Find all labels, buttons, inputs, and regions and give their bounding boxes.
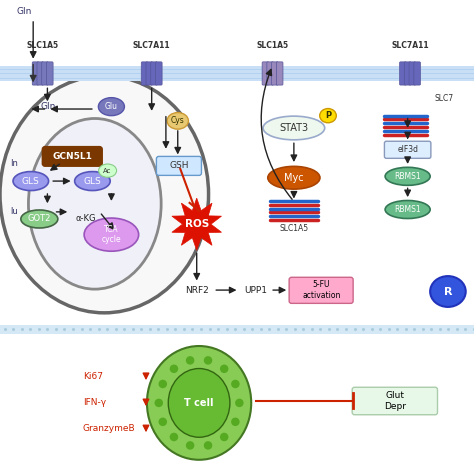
Text: Glut
Depr: Glut Depr: [384, 392, 406, 410]
Text: SLC1A5: SLC1A5: [279, 224, 309, 233]
Ellipse shape: [268, 166, 320, 189]
Polygon shape: [172, 198, 221, 250]
Text: α-KG: α-KG: [75, 215, 96, 223]
Ellipse shape: [21, 210, 58, 228]
Text: GOT2: GOT2: [27, 215, 51, 223]
FancyBboxPatch shape: [384, 141, 431, 158]
FancyBboxPatch shape: [404, 62, 411, 85]
FancyBboxPatch shape: [0, 325, 474, 334]
Ellipse shape: [167, 113, 188, 129]
Ellipse shape: [0, 76, 209, 313]
Text: In: In: [10, 159, 18, 168]
FancyBboxPatch shape: [409, 62, 416, 85]
FancyBboxPatch shape: [272, 62, 278, 85]
Text: GranzymeB: GranzymeB: [83, 425, 136, 433]
Ellipse shape: [28, 118, 161, 289]
Text: lu: lu: [10, 208, 18, 216]
FancyBboxPatch shape: [414, 62, 420, 85]
Text: GSH: GSH: [169, 162, 189, 170]
Text: IFN-γ: IFN-γ: [83, 399, 106, 407]
Text: ROS: ROS: [184, 219, 209, 229]
FancyBboxPatch shape: [141, 62, 148, 85]
FancyBboxPatch shape: [146, 62, 153, 85]
Text: Ac: Ac: [103, 168, 112, 173]
FancyBboxPatch shape: [32, 62, 39, 85]
FancyBboxPatch shape: [0, 66, 474, 81]
FancyBboxPatch shape: [155, 62, 162, 85]
Text: Myc: Myc: [284, 173, 304, 183]
FancyBboxPatch shape: [43, 147, 102, 166]
Text: 5-FU
activation: 5-FU activation: [302, 281, 340, 300]
Text: GCN5L1: GCN5L1: [53, 152, 92, 161]
Text: Cys: Cys: [171, 117, 185, 125]
Text: GLS: GLS: [22, 177, 40, 185]
Text: Gln: Gln: [40, 102, 55, 111]
Ellipse shape: [220, 365, 228, 373]
Text: RBMS1: RBMS1: [394, 205, 421, 214]
Ellipse shape: [168, 369, 230, 437]
FancyBboxPatch shape: [42, 62, 48, 85]
Ellipse shape: [13, 172, 49, 191]
Text: P: P: [325, 111, 331, 120]
FancyBboxPatch shape: [37, 62, 44, 85]
Text: R: R: [444, 286, 452, 297]
Text: TCA
cycle: TCA cycle: [101, 225, 121, 244]
Ellipse shape: [204, 441, 212, 450]
Text: Gln: Gln: [16, 8, 31, 16]
Ellipse shape: [158, 380, 167, 388]
Text: STAT3: STAT3: [279, 123, 309, 133]
FancyBboxPatch shape: [352, 387, 438, 415]
Ellipse shape: [231, 418, 240, 426]
FancyBboxPatch shape: [267, 62, 273, 85]
Ellipse shape: [99, 98, 124, 116]
Text: NRF2: NRF2: [185, 286, 209, 294]
Text: Ki67: Ki67: [83, 373, 103, 381]
Ellipse shape: [204, 356, 212, 365]
Ellipse shape: [84, 218, 138, 251]
Ellipse shape: [235, 399, 244, 407]
FancyBboxPatch shape: [156, 156, 201, 175]
Ellipse shape: [99, 164, 117, 177]
Text: eIF3d: eIF3d: [397, 146, 418, 154]
FancyBboxPatch shape: [262, 62, 269, 85]
Text: SLC7: SLC7: [435, 94, 454, 102]
Text: Glu: Glu: [105, 102, 118, 111]
FancyBboxPatch shape: [276, 62, 283, 85]
Text: SLC7A11: SLC7A11: [133, 41, 171, 50]
Ellipse shape: [385, 201, 430, 219]
FancyBboxPatch shape: [289, 277, 353, 303]
Ellipse shape: [231, 380, 240, 388]
Text: SLC1A5: SLC1A5: [27, 41, 59, 50]
Ellipse shape: [319, 109, 336, 123]
Ellipse shape: [186, 441, 194, 450]
Ellipse shape: [220, 433, 228, 441]
Text: GLS: GLS: [83, 177, 101, 185]
Ellipse shape: [75, 172, 110, 191]
Ellipse shape: [186, 356, 194, 365]
Ellipse shape: [158, 418, 167, 426]
FancyBboxPatch shape: [46, 62, 53, 85]
Ellipse shape: [170, 433, 178, 441]
Ellipse shape: [170, 365, 178, 373]
Text: RBMS1: RBMS1: [394, 172, 421, 181]
Text: UPP1: UPP1: [245, 286, 267, 294]
FancyBboxPatch shape: [400, 62, 406, 85]
Ellipse shape: [263, 116, 325, 140]
Text: T cell: T cell: [184, 398, 214, 408]
FancyBboxPatch shape: [151, 62, 157, 85]
Ellipse shape: [385, 167, 430, 185]
Text: SLC1A5: SLC1A5: [256, 41, 289, 50]
Ellipse shape: [430, 276, 465, 307]
Text: SLC7A11: SLC7A11: [391, 41, 429, 50]
Ellipse shape: [155, 399, 163, 407]
Ellipse shape: [147, 346, 251, 460]
